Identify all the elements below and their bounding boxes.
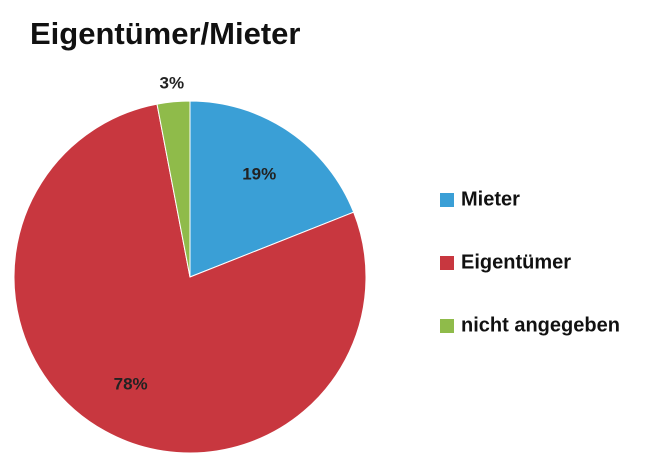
- legend-swatch: [440, 319, 454, 333]
- legend-swatch: [440, 193, 454, 207]
- legend-label: Eigentümer: [461, 251, 571, 273]
- pie-slice: [156, 100, 191, 278]
- pie-slice: [189, 100, 355, 278]
- legend-swatch: [440, 256, 454, 270]
- legend-label: nicht angegeben: [461, 314, 620, 336]
- pie-slice: [13, 103, 367, 454]
- data-label: 19%: [242, 165, 276, 184]
- legend-label: Mieter: [461, 188, 520, 210]
- chart-title: Eigentümer/Mieter: [30, 16, 300, 51]
- data-label: 3%: [159, 74, 184, 93]
- data-label: 78%: [114, 374, 148, 393]
